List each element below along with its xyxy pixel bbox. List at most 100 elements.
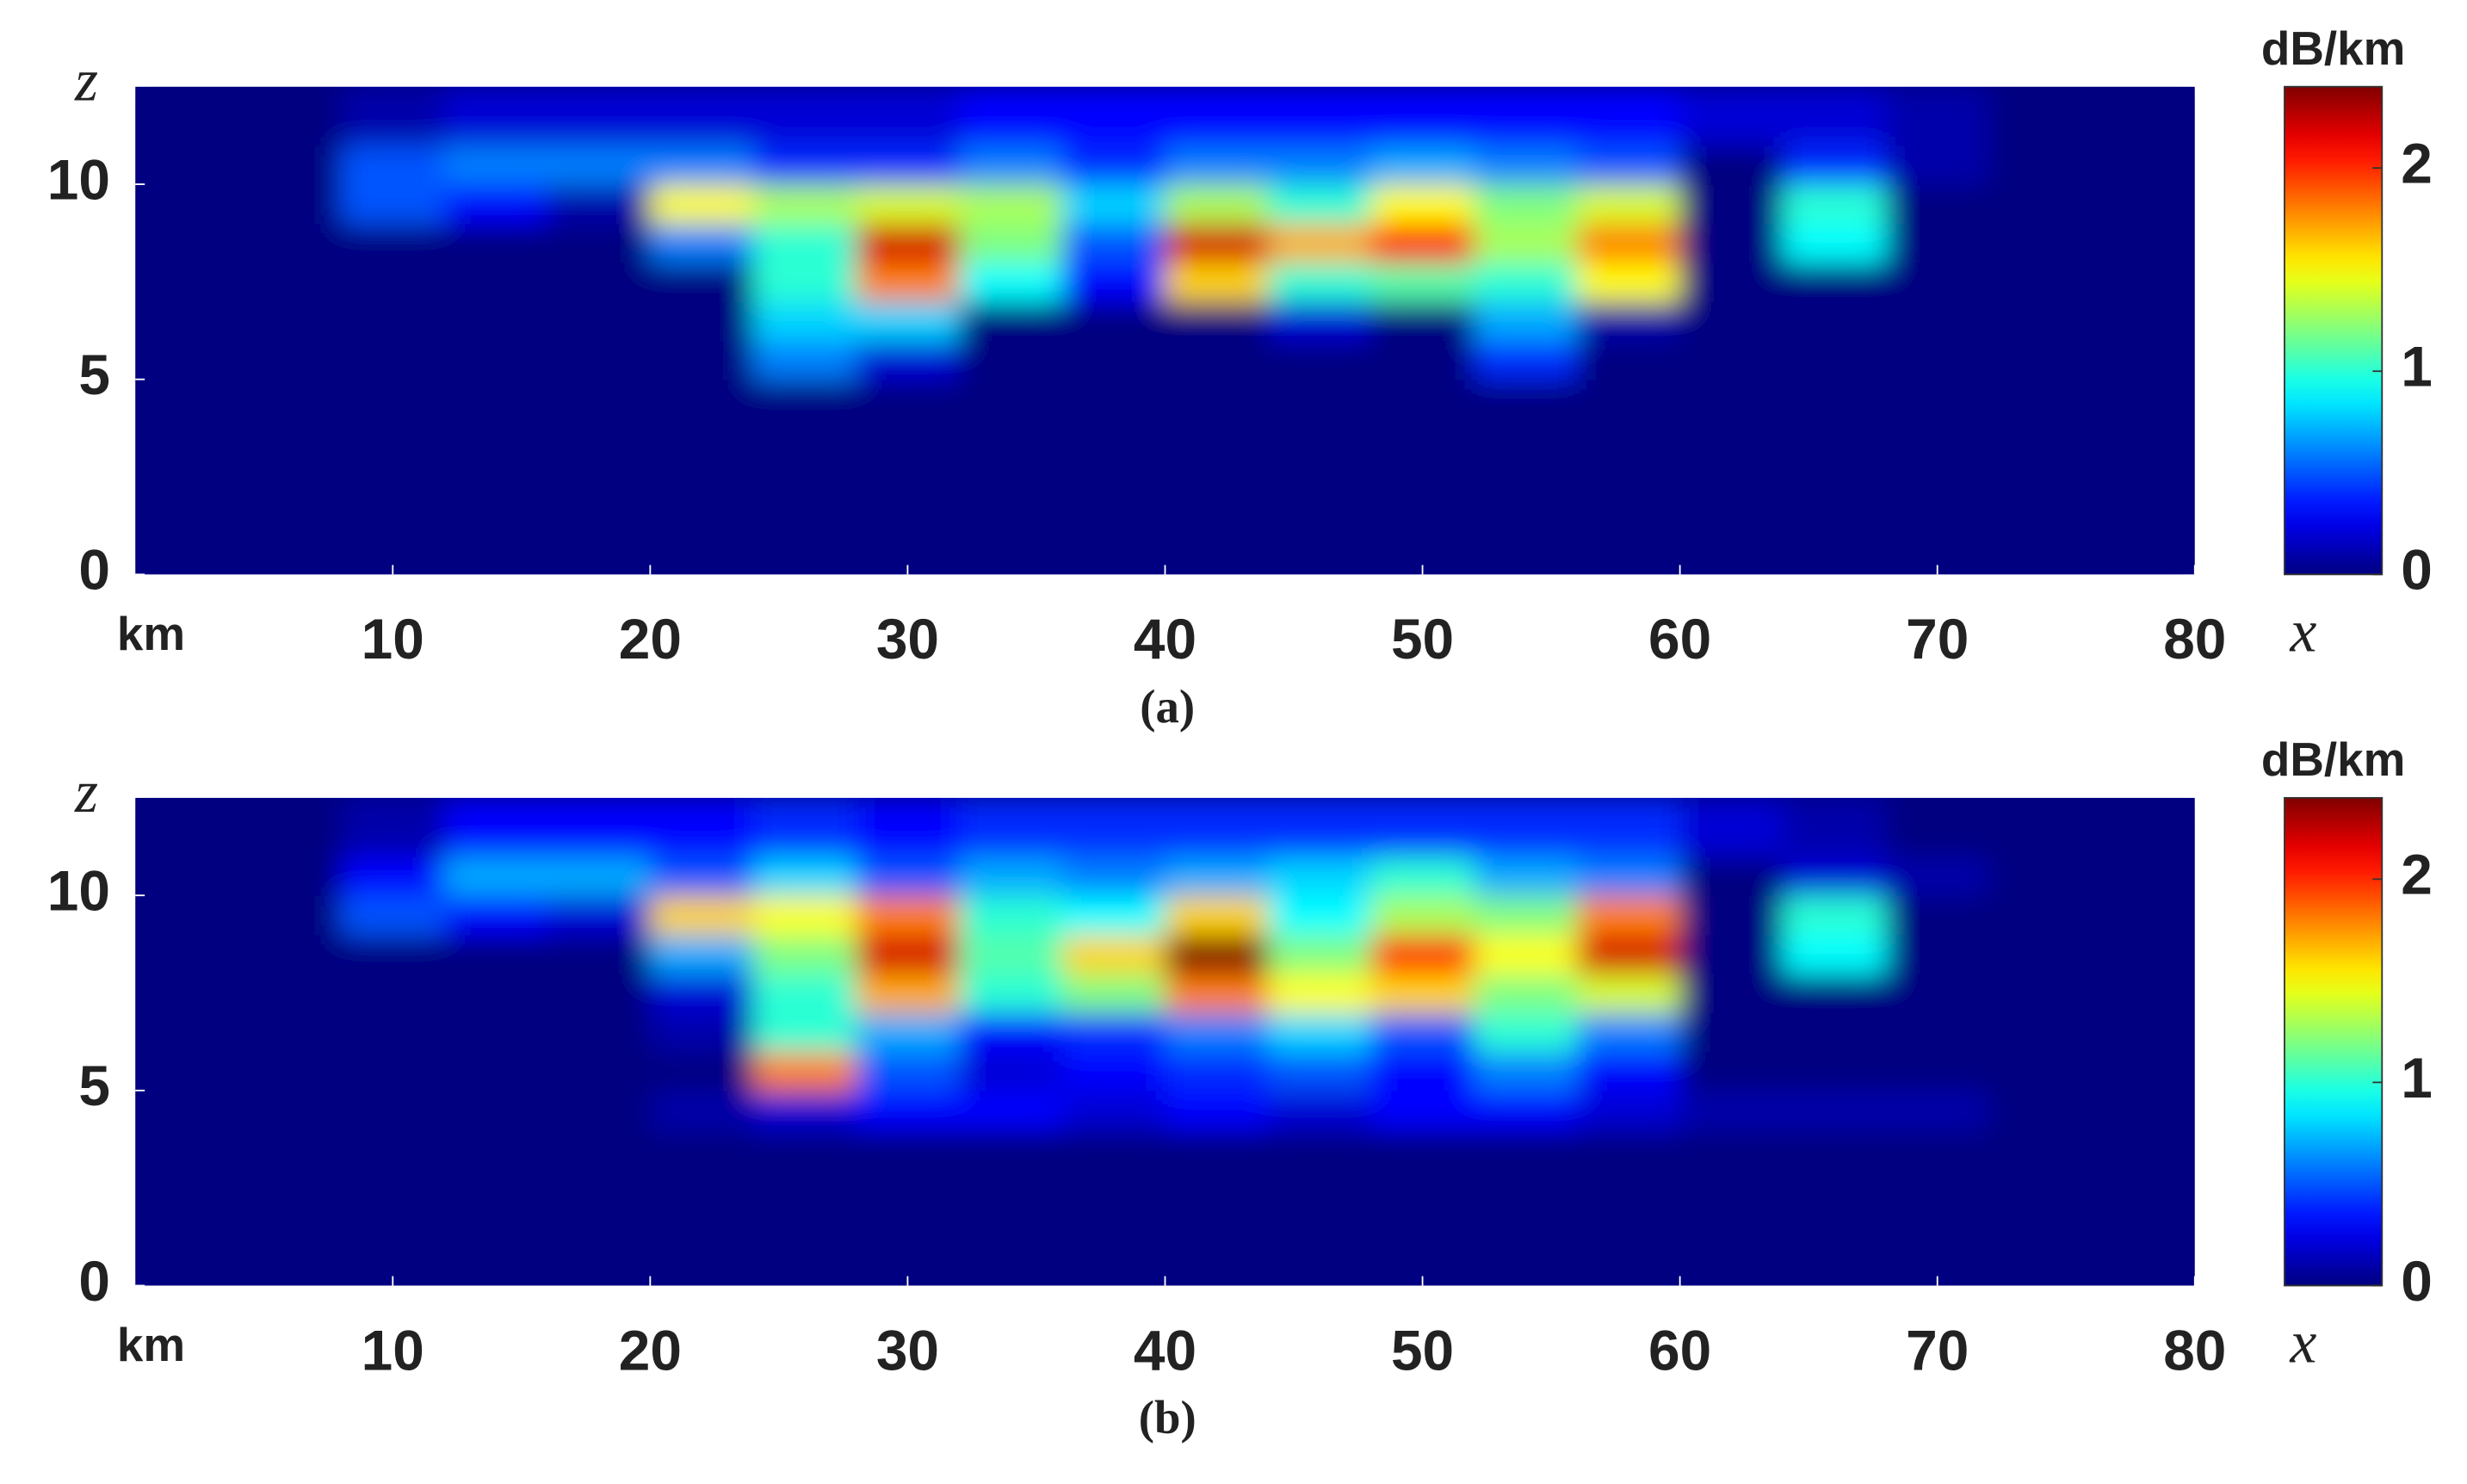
- heatmap-cell: [1988, 797, 2093, 857]
- heatmap-cell: [1061, 895, 1166, 936]
- heatmap-cell: [752, 1012, 857, 1053]
- heatmap-cell: [2092, 301, 2195, 342]
- heatmap-cell: [1165, 145, 1270, 185]
- heatmap-cell: [1165, 856, 1270, 897]
- heatmap-cell: [1474, 1207, 1578, 1286]
- heatmap-cell: [1061, 418, 1166, 498]
- heatmap-cell: [1885, 379, 1990, 419]
- x-tick-label: 20: [619, 607, 682, 671]
- heatmap-cell: [1061, 1051, 1166, 1091]
- heatmap-cell: [856, 1090, 961, 1131]
- heatmap-cell: [547, 86, 652, 146]
- colorbar-label: dB/km: [2261, 733, 2406, 786]
- heatmap-cell: [547, 973, 652, 1014]
- heatmap-cell: [547, 856, 652, 897]
- heatmap-cell: [1679, 934, 1784, 974]
- heatmap-cell: [341, 934, 445, 974]
- heatmap-cell: [650, 856, 754, 897]
- heatmap-cell: [1165, 1012, 1270, 1053]
- heatmap-cell: [1679, 262, 1784, 302]
- heatmap-cell: [959, 895, 1063, 936]
- heatmap-cell: [444, 856, 548, 897]
- heatmap-cell: [856, 340, 961, 380]
- heatmap-cell: [135, 418, 239, 498]
- heatmap-cell: [1474, 418, 1578, 498]
- heatmap-cell: [1577, 1129, 1681, 1209]
- heatmap-cell: [444, 145, 548, 185]
- heatmap-cell: [959, 973, 1063, 1014]
- heatmap-cell: [1885, 895, 1990, 936]
- heatmap-cell: [856, 1051, 961, 1091]
- heatmap-cell: [1988, 184, 2093, 225]
- heatmap-cell: [1268, 973, 1372, 1014]
- heatmap-cell: [752, 895, 857, 936]
- heatmap-cell: [1988, 262, 2093, 302]
- heatmap-cell: [1061, 145, 1166, 185]
- x-tick-label: 40: [1134, 607, 1196, 671]
- heatmap-cell: [1370, 184, 1475, 225]
- heatmap-cell: [341, 145, 445, 185]
- heatmap-cell: [752, 973, 857, 1014]
- y-axis-label: z: [74, 48, 98, 114]
- heatmap-cell: [238, 1129, 343, 1209]
- heatmap-cell: [1783, 895, 1887, 936]
- heatmap-cell: [1885, 418, 1990, 498]
- heatmap-cell: [1679, 184, 1784, 225]
- heatmap-cell: [444, 496, 548, 575]
- heatmap-cell: [1165, 496, 1270, 575]
- heatmap-cell: [547, 301, 652, 342]
- heatmap-cell: [1988, 223, 2093, 263]
- heatmap-cell: [959, 797, 1063, 857]
- heatmap-cell: [959, 262, 1063, 302]
- heatmap-cell: [856, 184, 961, 225]
- heatmap-cell: [135, 262, 239, 302]
- heatmap-cell: [1679, 1012, 1784, 1053]
- heatmap-cell: [752, 262, 857, 302]
- heatmap-cell: [444, 1051, 548, 1091]
- heatmap-cell: [444, 184, 548, 225]
- heatmap-cell: [547, 223, 652, 263]
- heatmap-cell: [1474, 1090, 1578, 1131]
- heatmap-cell: [547, 262, 652, 302]
- heatmap-cell: [1885, 797, 1990, 857]
- heatmap-cell: [2092, 797, 2195, 857]
- heatmap-cell: [1268, 1012, 1372, 1053]
- heatmap-cell: [341, 1129, 445, 1209]
- heatmap-cell: [1268, 1207, 1372, 1286]
- heatmap-cell: [1577, 379, 1681, 419]
- heatmap-cell: [1061, 301, 1166, 342]
- heatmap-cell: [1165, 340, 1270, 380]
- heatmap-cell: [1783, 1129, 1887, 1209]
- colorbar-label: dB/km: [2261, 22, 2406, 75]
- heatmap-cell: [238, 934, 343, 974]
- heatmap-cell: [444, 1012, 548, 1053]
- heatmap-cell: [959, 418, 1063, 498]
- heatmap-cell: [1577, 934, 1681, 974]
- heatmap-cell: [650, 340, 754, 380]
- heatmap-cell: [650, 262, 754, 302]
- heatmap-cell: [2092, 1207, 2195, 1286]
- heatmap-cell: [1577, 895, 1681, 936]
- heatmap-cell: [1370, 340, 1475, 380]
- heatmap-cell: [238, 223, 343, 263]
- heatmap-cell: [959, 379, 1063, 419]
- heatmap-cell: [444, 1207, 548, 1286]
- heatmap-cell: [238, 1012, 343, 1053]
- heatmap-cell: [1268, 895, 1372, 936]
- heatmap-cell: [1988, 418, 2093, 498]
- heatmap-cell: [1165, 223, 1270, 263]
- heatmap-cell: [2092, 379, 2195, 419]
- heatmap-cell: [959, 1012, 1063, 1053]
- colorbar-tick-label: 0: [2401, 1249, 2433, 1313]
- x-tick-label: 50: [1391, 1318, 1454, 1382]
- heatmap-cell: [1165, 1090, 1270, 1131]
- colorbar-tick-label: 1: [2401, 1046, 2433, 1110]
- heatmap-cell: [856, 223, 961, 263]
- heatmap-cell: [1474, 797, 1578, 857]
- heatmap-cell: [135, 223, 239, 263]
- heatmap-cell: [959, 340, 1063, 380]
- heatmap-cell: [2092, 1129, 2195, 1209]
- heatmap-cell: [547, 379, 652, 419]
- heatmap-cell: [650, 301, 754, 342]
- heatmap-cell: [1165, 1051, 1270, 1091]
